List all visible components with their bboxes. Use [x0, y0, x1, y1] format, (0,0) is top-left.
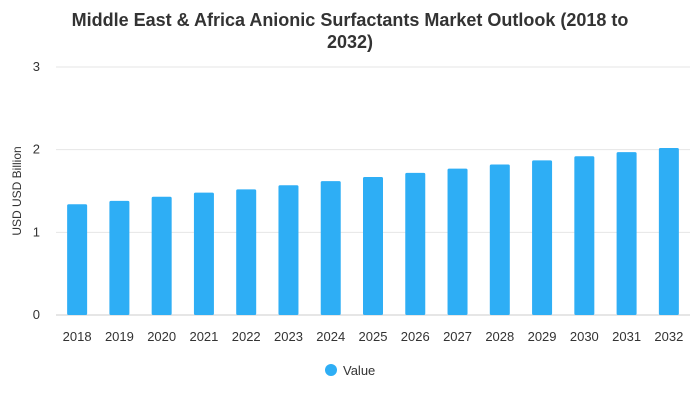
bars: [67, 148, 679, 315]
bar-2022[interactable]: [236, 189, 257, 315]
x-tick-label: 2025: [359, 329, 388, 344]
x-tick-label: 2020: [147, 329, 176, 344]
bar-2023[interactable]: [278, 185, 299, 315]
x-tick-label: 2018: [63, 329, 92, 344]
bar-2031[interactable]: [616, 152, 637, 315]
bar-2030[interactable]: [574, 156, 595, 315]
legend-swatch-value: [325, 364, 337, 376]
bar-2018[interactable]: [67, 204, 88, 315]
x-tick-label: 2027: [443, 329, 472, 344]
x-tick-label: 2030: [570, 329, 599, 344]
x-tick-label: 2019: [105, 329, 134, 344]
y-tick-label: 1: [33, 224, 40, 239]
x-tick-label: 2029: [528, 329, 557, 344]
x-tick-label: 2032: [654, 329, 683, 344]
x-tick-label: 2023: [274, 329, 303, 344]
bar-2021[interactable]: [193, 192, 214, 315]
legend[interactable]: Value: [325, 363, 375, 378]
bar-2029[interactable]: [532, 160, 553, 315]
x-tick-label: 2021: [189, 329, 218, 344]
x-axis-ticks: 2018 2019 2020 2021 2022 2023 2024 2025 2026 2027…: [63, 329, 684, 344]
x-tick-label: 2026: [401, 329, 430, 344]
chart-title-line-2: 2032): [327, 32, 373, 52]
bar-2032[interactable]: [658, 148, 679, 315]
x-tick-label: 2028: [485, 329, 514, 344]
legend-label-value: Value: [343, 363, 375, 378]
bar-2025[interactable]: [363, 176, 383, 315]
bar-2028[interactable]: [489, 164, 510, 315]
y-tick-label: 2: [33, 142, 40, 157]
y-tick-label: 0: [33, 307, 40, 322]
bar-2020[interactable]: [151, 196, 172, 315]
x-tick-label: 2022: [232, 329, 261, 344]
y-axis-ticks: 0 1 2 3: [33, 59, 40, 322]
x-tick-label: 2024: [316, 329, 345, 344]
y-tick-label: 3: [33, 59, 40, 74]
bar-2026[interactable]: [405, 172, 426, 315]
x-tick-label: 2031: [612, 329, 641, 344]
y-axis-title: USD USD Billion: [10, 146, 24, 235]
bar-2024[interactable]: [320, 181, 341, 315]
chart-title-line-1: Middle East & Africa Anionic Surfactants…: [72, 10, 629, 30]
bar-2019[interactable]: [109, 200, 130, 315]
bar-2027[interactable]: [447, 168, 468, 315]
